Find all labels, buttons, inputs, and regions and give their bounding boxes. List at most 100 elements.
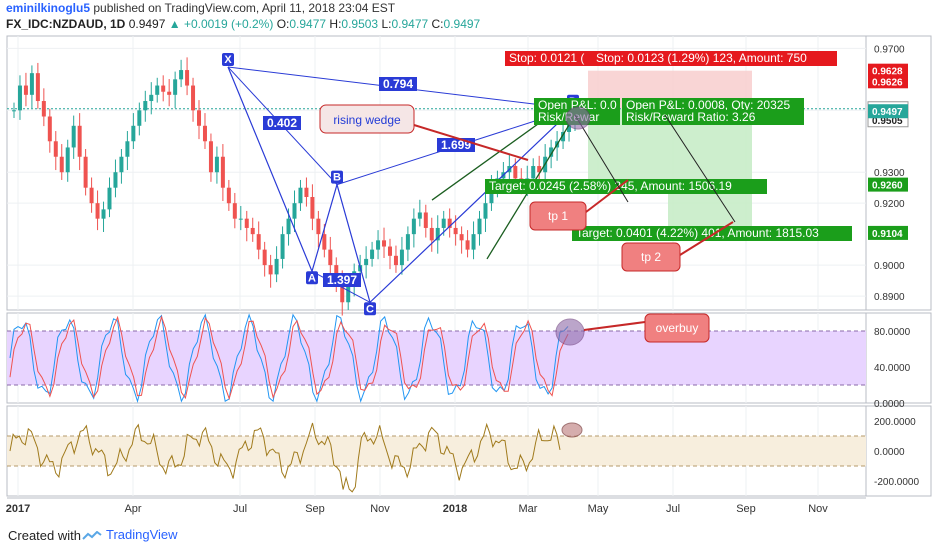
stoch-band [7,331,866,385]
candle-body [137,110,142,126]
candle-body [531,166,536,179]
candle-body [101,209,106,219]
candle-body [131,125,136,142]
cci-tick-label: 200.0000 [874,417,916,428]
price-tag-label: 0.9104 [872,229,903,240]
candle-body [95,203,100,219]
price-tag-label: 0.9497 [872,107,903,118]
candle-body [41,101,46,117]
candle-body [304,187,309,197]
overbuy-circle-marker [555,318,585,346]
candle-body [125,141,130,157]
candle-body [17,85,22,111]
candle-body [232,203,237,219]
candle-body [173,79,178,95]
candle-body [477,218,482,235]
y-tick-label: 0.9200 [874,199,905,210]
publish-header: eminilkinoglu5 published on TradingView.… [6,1,395,15]
price-tag-box [868,74,908,89]
candle-body [23,85,28,95]
entry-circle-marker [565,106,591,130]
candle-body [53,141,58,157]
candle-body [346,286,351,303]
candle-body [447,218,452,228]
pnl-label-2: Open P&L: 0.0008, Qty: 20325 [626,98,790,112]
y-tick-label: 0.9700 [874,44,905,55]
pattern-point-label: B [333,172,341,184]
last-price: 0.9497 [128,17,166,31]
rr-label-2-box [622,110,804,125]
ratio-box [379,77,417,91]
pattern-point-label: A [308,272,316,284]
ohlc-close: 0.9497 [443,17,481,31]
chart-canvas[interactable]: 2017 Apr Jul Sep Nov 2018 Mar May Jul Sep Nov 0.970… [0,0,932,522]
candle-body [513,166,518,179]
price-tag-box [868,177,908,192]
x-tick-label: 2018 [443,503,467,515]
candle-body [244,218,249,228]
symbol-label: FX_IDC:NZDAUD, 1D [6,17,126,31]
tp1-label: tp 1 [548,209,568,223]
pattern-point-box [364,302,376,316]
x-tick-label: Nov [370,503,390,515]
price-axis-3 [865,405,932,497]
target2-label-box [572,226,852,241]
candle-body [262,249,267,266]
ratio-label: 1.699 [441,138,471,152]
cci-band [7,436,866,466]
candle-body [376,240,381,250]
ohlc-c-label: C: [431,17,444,31]
candle-body [465,240,470,250]
overbuy-label: overbuy [656,321,699,335]
candle-body [441,218,446,228]
pnl-label-2-box [622,98,804,113]
candle-body [459,234,464,241]
price-tag-label: 0.9626 [872,77,903,88]
stop-label-2-box [592,51,837,66]
candle-body [143,101,148,111]
candle-body [364,258,369,266]
x-tick-label: Sep [305,503,325,515]
stoch-d-line [9,315,569,401]
candle-body [537,166,542,173]
overbuy-pointer [583,321,646,331]
candle-body [185,70,190,86]
stoch-k-line [9,313,569,403]
rr-label-2: Risk/Reward Ratio: 3.26 [626,110,756,124]
pattern-point-box [306,271,318,285]
candle-body [113,172,118,188]
candle-body [226,187,231,204]
stop-label-1-box [505,51,595,66]
footer: Created with TradingView [0,522,932,550]
candle-body [483,203,488,219]
candle-body [334,265,339,281]
price-change: ▲ +0.0019 (+0.2%) [168,17,274,31]
y-tick-label: 0.8900 [874,292,905,303]
ohlc-h-label: H: [329,17,342,31]
candle-body [286,218,291,235]
ratio-box [323,273,361,287]
tp2-arrow [664,114,736,223]
candle-body [268,265,273,275]
candle-body [250,227,255,235]
target-zone-2 [668,108,752,233]
price-axis-2 [865,312,932,404]
cci-tick-label: 0.0000 [874,447,905,458]
overbuy-callout [644,313,710,343]
tradingview-brand[interactable]: TradingView [82,527,178,542]
x-tick-label: Sep [736,503,756,515]
publisher-name[interactable]: eminilkinoglu5 [6,1,91,15]
tp1-arrow [574,114,629,203]
x-tick-label: May [588,503,609,515]
candle-body [149,94,154,102]
candle-body [328,249,333,266]
stoch-tick-label: 80.0000 [874,327,911,338]
target1-label: Target: 0.0245 (2.58%) 245, Amount: 1506… [489,179,732,193]
candle-body [280,234,285,259]
y-tick-label: 0.9300 [874,168,905,179]
price-tag-label: 0.9505 [872,116,903,127]
x-tick-label: Nov [808,503,828,515]
rising-wedge-callout [319,104,415,134]
candle-body [65,147,70,173]
ohlc-l-label: L: [381,17,392,31]
